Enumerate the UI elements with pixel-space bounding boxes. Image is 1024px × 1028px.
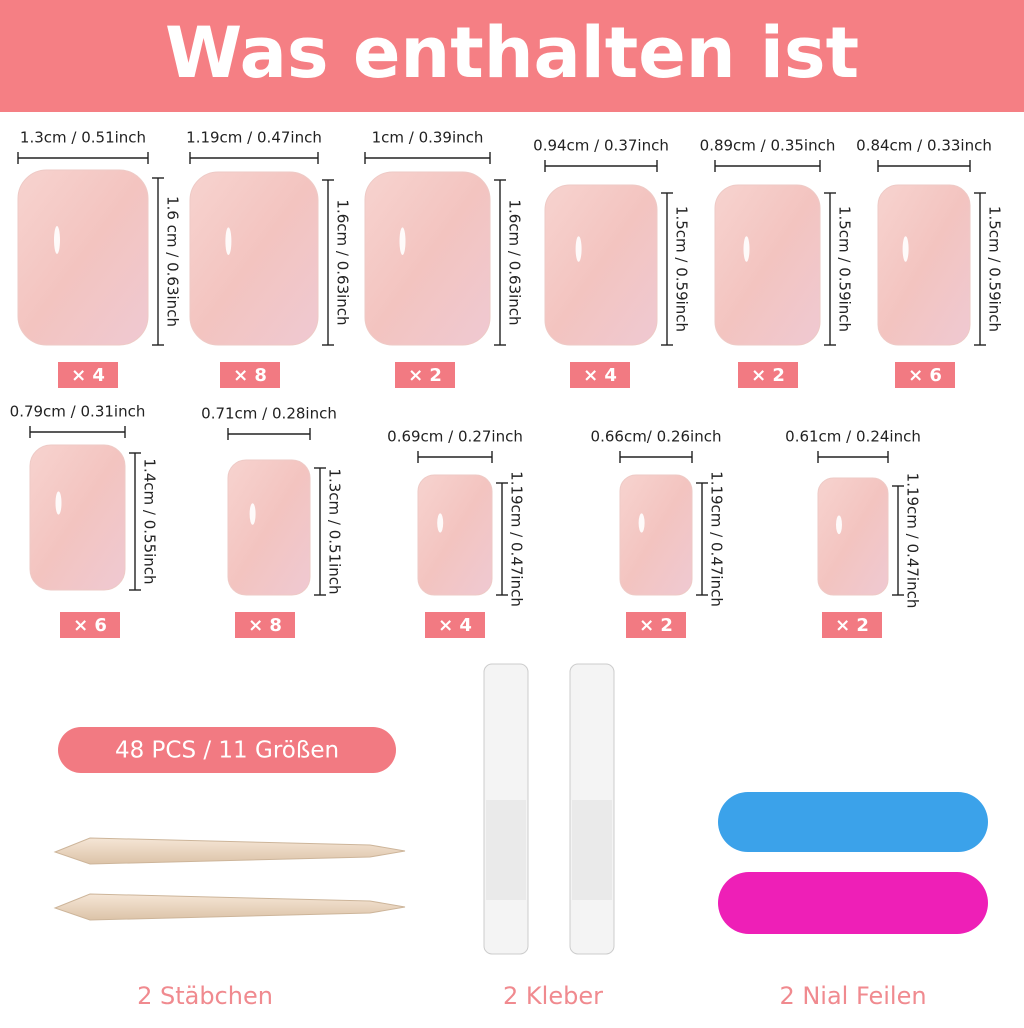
nail (189, 171, 319, 346)
nail-height: 1.3cm / 0.51inch (326, 468, 344, 594)
nail-count: × 2 (639, 615, 673, 636)
sticks (53, 837, 406, 921)
nail-width: 0.69cm / 0.27inch (387, 428, 523, 446)
nail-height: 1.4cm / 0.55inch (141, 458, 159, 584)
nail-height: 1.19cm / 0.47inch (904, 473, 922, 609)
nail-count: × 8 (233, 365, 267, 386)
summary-pill (58, 727, 396, 773)
count-badge (235, 612, 295, 638)
nail-count: × 4 (438, 615, 472, 636)
nail-shine (437, 513, 444, 533)
nail-width: 1.3cm / 0.51inch (20, 129, 146, 147)
nail-height: 1.6cm / 0.63inch (506, 199, 524, 325)
item-label: 2 Nial Feilen (779, 982, 926, 1010)
nail (227, 459, 311, 596)
nail-height: 1.5cm / 0.59inch (986, 206, 1004, 332)
nail-shine (54, 226, 60, 254)
nail-width: 0.79cm / 0.31inch (10, 403, 146, 421)
nail-width: 0.71cm / 0.28inch (201, 405, 337, 423)
nail (364, 171, 491, 346)
nail-shine (743, 236, 750, 262)
nail-count: × 2 (408, 365, 442, 386)
count-badge (895, 362, 955, 388)
nail-height: 1.5cm / 0.59inch (673, 206, 691, 332)
nail-width: 0.84cm / 0.33inch (856, 137, 992, 155)
nail-shine (249, 503, 256, 525)
nail-shine (399, 227, 406, 256)
nail-count: × 4 (71, 365, 105, 386)
nail-width: 1.19cm / 0.47inch (186, 129, 322, 147)
nail-count: × 2 (751, 365, 785, 386)
nail-shine (575, 236, 582, 262)
nail-width: 1cm / 0.39inch (372, 129, 484, 147)
nail-width: 0.94cm / 0.37inch (533, 137, 669, 155)
nail (817, 477, 889, 596)
nail-count: × 4 (583, 365, 617, 386)
header-band (0, 0, 1024, 112)
nail (417, 474, 493, 596)
nail-height: 1.6 cm / 0.63inch (164, 196, 182, 327)
count-badge (58, 362, 118, 388)
count-badge (738, 362, 798, 388)
nail-count: × 8 (248, 615, 282, 636)
nail-height: 1.5cm / 0.59inch (836, 206, 854, 332)
nail-height: 1.19cm / 0.47inch (508, 471, 526, 607)
nail-count: × 2 (835, 615, 869, 636)
nail-count: × 6 (908, 365, 942, 386)
item-label: 2 Kleber (503, 982, 603, 1010)
nail (619, 474, 693, 596)
nail (544, 184, 658, 346)
nail (877, 184, 971, 346)
nail (714, 184, 821, 346)
title: Was enthalten ist (165, 12, 859, 94)
nail-shine (638, 513, 645, 533)
count-badge (570, 362, 630, 388)
count-badge (395, 362, 455, 388)
nail-height: 1.19cm / 0.47inch (708, 471, 726, 607)
count-badge (425, 612, 485, 638)
nail (29, 444, 126, 591)
count-badge (60, 612, 120, 638)
glue-tubes (483, 663, 615, 955)
nail-shine (55, 491, 62, 515)
item-label: 2 Stäbchen (137, 982, 273, 1010)
nail-files (718, 792, 988, 934)
summary-text: 48 PCS / 11 Größen (115, 738, 339, 764)
nail-shine (225, 227, 232, 256)
nail-width: 0.61cm / 0.24inch (785, 428, 921, 446)
nail-width: 0.89cm / 0.35inch (700, 137, 836, 155)
nail-shine (836, 515, 842, 535)
count-badge (220, 362, 280, 388)
nail-shine (902, 236, 909, 262)
nail (17, 169, 149, 346)
nail-count: × 6 (73, 615, 107, 636)
nail-height: 1.6cm / 0.63inch (334, 199, 352, 325)
count-badge (822, 612, 882, 638)
nail-width: 0.66cm/ 0.26inch (591, 428, 722, 446)
count-badge (626, 612, 686, 638)
